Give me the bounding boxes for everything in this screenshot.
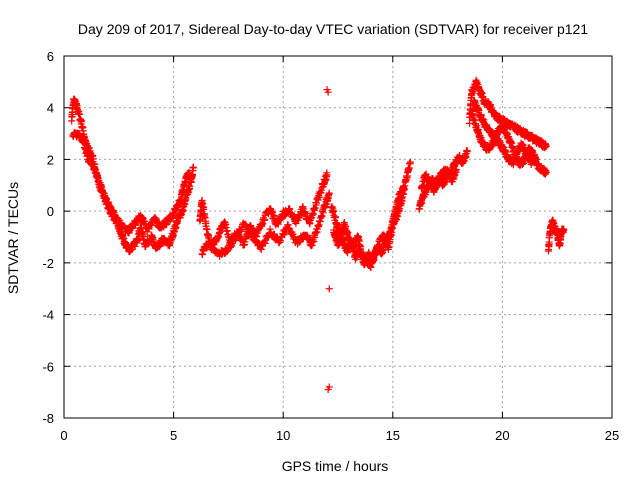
y-axis-title: SDTVAR / TECUs <box>5 182 21 294</box>
data-point <box>406 158 414 166</box>
data-points <box>68 76 568 394</box>
y-tick-label: 2 <box>47 152 54 167</box>
data-point <box>185 168 193 176</box>
x-tick-label: 20 <box>495 428 509 443</box>
y-tick-label: -2 <box>42 256 54 271</box>
plot-frame <box>63 55 613 419</box>
y-tick-label: -8 <box>42 411 54 426</box>
y-tick-label: -6 <box>42 359 54 374</box>
data-point <box>452 166 460 174</box>
data-point <box>325 189 333 197</box>
x-axis-title: GPS time / hours <box>282 458 389 474</box>
y-tick-labels: -8 -6 -4 -2 0 2 4 6 <box>42 49 54 426</box>
data-point <box>463 148 471 156</box>
data-point <box>542 168 550 176</box>
data-point <box>325 383 333 391</box>
data-point <box>189 163 197 171</box>
x-tick-label: 5 <box>170 428 177 443</box>
axis-ticks <box>63 55 613 419</box>
data-point <box>325 285 333 293</box>
x-tick-label: 0 <box>60 428 67 443</box>
data-point <box>545 240 553 248</box>
y-tick-label: 0 <box>47 204 54 219</box>
x-tick-labels: 0 5 10 15 20 25 <box>60 428 619 443</box>
data-point <box>323 171 331 179</box>
x-tick-label: 15 <box>386 428 400 443</box>
chart-title: Day 209 of 2017, Sidereal Day-to-day VTE… <box>78 21 588 37</box>
x-tick-label: 10 <box>276 428 290 443</box>
data-point <box>560 225 568 233</box>
data-point <box>542 143 550 150</box>
y-tick-label: 6 <box>47 49 54 64</box>
x-tick-label: 25 <box>605 428 619 443</box>
data-point <box>469 110 477 118</box>
data-point <box>324 88 332 96</box>
data-point <box>531 153 539 161</box>
y-tick-label: -4 <box>42 308 54 323</box>
y-tick-label: 4 <box>47 101 54 116</box>
data-point <box>400 184 408 192</box>
